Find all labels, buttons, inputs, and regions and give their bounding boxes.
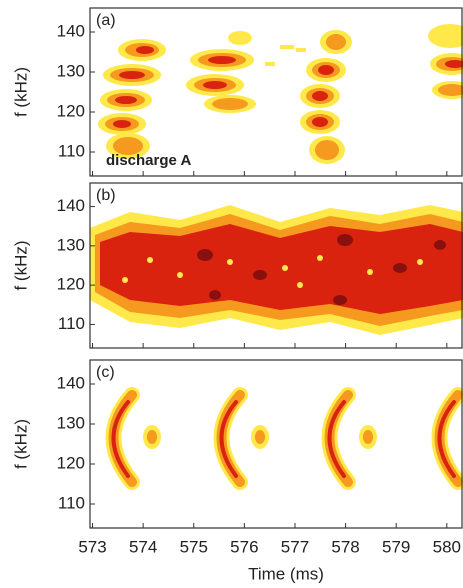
y-tick-label: 120 — [57, 275, 85, 294]
panel-label: (a) — [96, 12, 116, 29]
x-tick-label: 578 — [331, 537, 359, 556]
spectrogram-image — [90, 205, 463, 335]
y-tick-label: 110 — [58, 141, 85, 160]
y-tick-label: 120 — [57, 453, 85, 472]
y-axis-label: f (kHz) — [11, 240, 30, 290]
annotation: discharge A — [106, 152, 191, 169]
x-tick-label: 580 — [433, 537, 461, 556]
y-tick-label: 120 — [57, 101, 85, 120]
x-tick-label: 577 — [281, 537, 309, 556]
x-tick-label: 575 — [180, 537, 208, 556]
spectrogram-image — [98, 24, 463, 164]
plot-frame — [89, 182, 463, 349]
plot-frame — [89, 7, 463, 177]
y-tick-label: 130 — [57, 413, 85, 432]
y-axis-label: f (kHz) — [11, 67, 30, 117]
panel-label: (b) — [96, 187, 116, 204]
y-tick-label: 130 — [57, 235, 85, 254]
x-tick-label: 579 — [382, 537, 410, 556]
y-tick-label: 140 — [57, 196, 85, 215]
spectrogram-image — [105, 387, 463, 490]
y-tick-label: 140 — [57, 21, 85, 40]
y-tick-label: 110 — [58, 314, 85, 333]
panel-label: (c) — [96, 364, 115, 381]
x-axis-label: Time (ms) — [248, 564, 324, 583]
x-tick-label: 573 — [78, 537, 106, 556]
y-axis-label: f (kHz) — [11, 419, 30, 469]
y-tick-label: 130 — [57, 61, 85, 80]
x-tick-label: 576 — [230, 537, 258, 556]
x-tick-label: 574 — [129, 537, 157, 556]
y-tick-label: 140 — [57, 373, 85, 392]
plot-frame — [89, 359, 463, 529]
y-tick-label: 110 — [58, 493, 85, 512]
